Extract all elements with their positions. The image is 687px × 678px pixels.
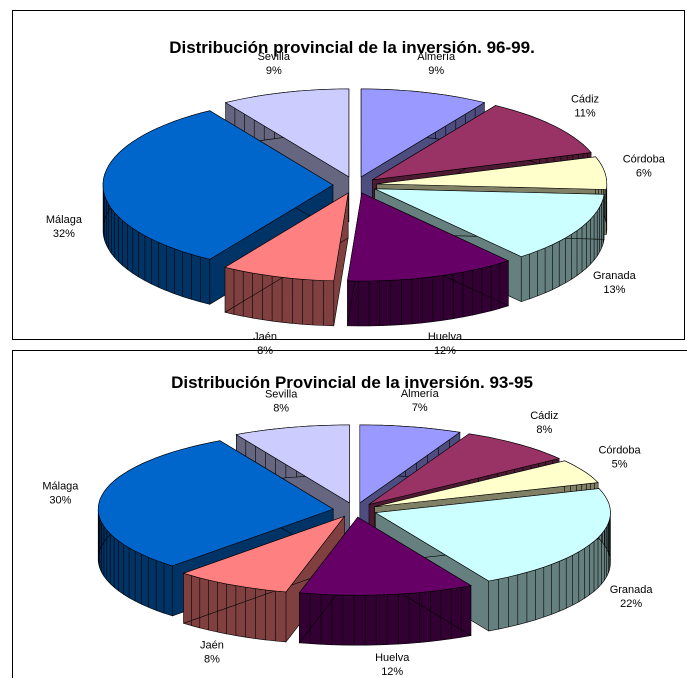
slice-value-label: 8%	[204, 653, 220, 665]
slice-value-label: 32%	[53, 228, 75, 240]
slice-label: Córdoba	[623, 154, 666, 166]
slice	[372, 105, 592, 181]
slice	[374, 488, 611, 582]
chart-frame	[12, 350, 687, 678]
slice-value-label: 11%	[574, 108, 595, 120]
slice-label: Sevilla	[258, 51, 291, 63]
slice-label: Málaga	[42, 480, 79, 492]
slice	[97, 440, 334, 567]
slice-label: Almería	[417, 51, 456, 63]
slice	[374, 460, 599, 507]
slice-label: Huelva	[428, 331, 463, 343]
slice-value-label: 5%	[612, 459, 628, 471]
slice-label: Granada	[593, 270, 637, 282]
slice-value-label: 12%	[381, 666, 403, 678]
slice	[374, 188, 605, 257]
slice	[360, 88, 486, 178]
slice	[235, 424, 350, 504]
slice-value-label: 9%	[266, 65, 282, 77]
slice-label: Huelva	[375, 652, 410, 664]
chart-title: Distribución Provincial de la inversión.…	[171, 373, 533, 392]
slice-label: Cádiz	[571, 94, 599, 106]
slice-value-label: 8%	[257, 345, 273, 357]
slice	[359, 424, 461, 504]
chart-title: Distribución provincial de la inversión.…	[169, 38, 535, 57]
slice-value-label: 8%	[273, 403, 289, 415]
slice	[224, 88, 350, 178]
slice-value-label: 9%	[428, 65, 444, 77]
slice	[224, 192, 349, 282]
slice-value-label: 8%	[536, 424, 552, 436]
slice	[298, 516, 472, 596]
slice-value-label: 6%	[636, 168, 652, 180]
slice-label: Sevilla	[265, 389, 298, 401]
slice	[182, 515, 346, 593]
slice-label: Córdoba	[598, 445, 641, 457]
slice-label: Almería	[401, 388, 440, 400]
slice-label: Jaén	[200, 639, 224, 651]
slice-label: Cádiz	[530, 410, 558, 422]
slice	[368, 433, 561, 505]
slice	[376, 156, 608, 190]
slice-value-label: 13%	[603, 284, 625, 296]
chart-frame	[12, 10, 685, 340]
slice	[102, 110, 334, 260]
slice-label: Jaén	[253, 331, 277, 343]
slice-value-label: 30%	[49, 494, 71, 506]
slice-label: Granada	[610, 584, 654, 596]
slice-value-label: 12%	[434, 345, 456, 357]
slice-value-label: 7%	[412, 402, 428, 414]
slice-label: Málaga	[46, 214, 83, 226]
slice	[347, 192, 510, 282]
slice-value-label: 22%	[620, 598, 642, 610]
